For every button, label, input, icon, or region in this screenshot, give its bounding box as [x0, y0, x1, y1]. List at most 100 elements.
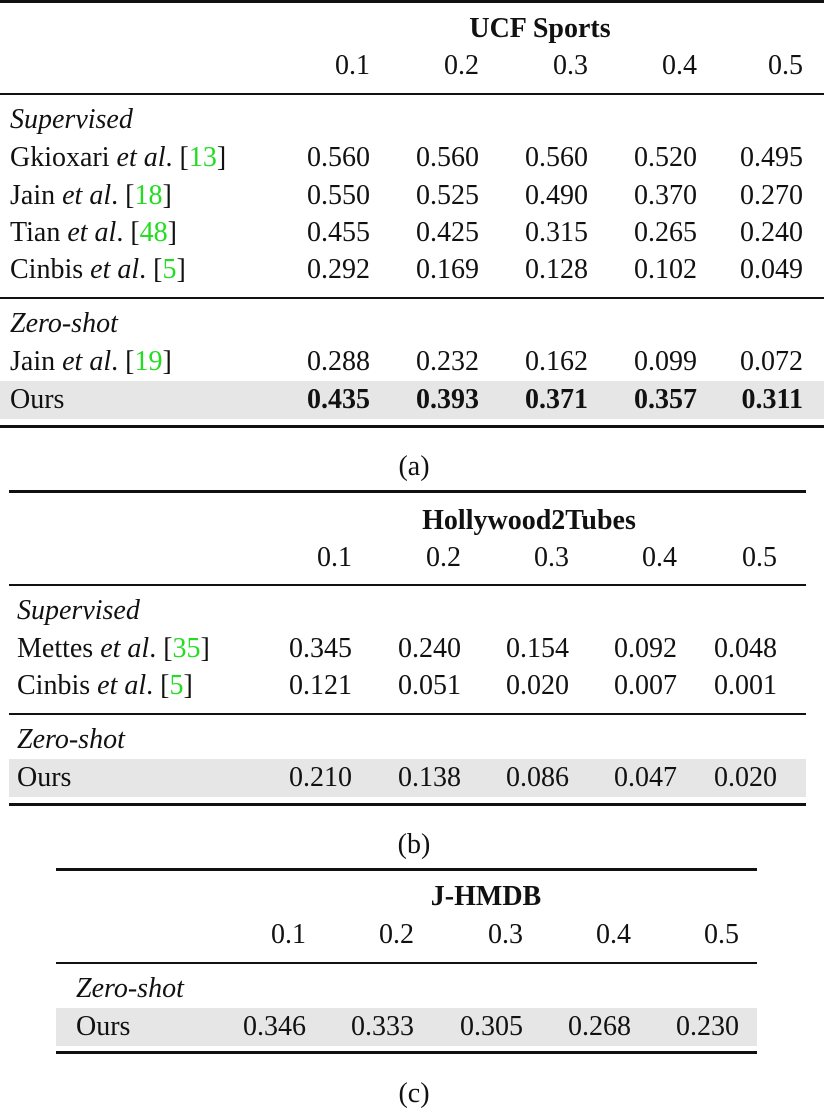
method-name: Cinbis et al. [5] [10, 254, 186, 285]
value-cell: 0.121 [289, 670, 352, 701]
section-label-row: Supervised [9, 592, 806, 630]
threshold-header: 0.5 [704, 919, 739, 950]
threshold-header: 0.1 [317, 542, 352, 573]
value-cell: 0.092 [614, 633, 677, 664]
value-cell-best: 0.371 [525, 384, 588, 415]
top-rule [56, 868, 757, 871]
value-cell: 0.490 [525, 180, 588, 211]
citation-link[interactable]: 13 [188, 142, 217, 173]
value-cell: 0.001 [714, 670, 777, 701]
section-rule [0, 297, 824, 299]
method-name: Jain et al. [19] [10, 346, 172, 377]
citation-link[interactable]: 5 [169, 670, 184, 701]
method-name: Cinbis et al. [5] [17, 670, 193, 701]
value-cell: 0.292 [307, 254, 370, 285]
table-row: Mettes et al. [35] 0.345 0.240 0.154 0.0… [9, 630, 806, 668]
table-ucf-sports: UCF Sports 0.1 0.2 0.3 0.4 0.5 Supervise… [0, 0, 824, 440]
table-row-ours-highlighted: Ours 0.210 0.138 0.086 0.047 0.020 [9, 759, 806, 797]
method-name: Jain et al. [18] [10, 180, 172, 211]
threshold-header: 0.3 [534, 542, 569, 573]
value-cell-best: 0.357 [634, 384, 697, 415]
threshold-header: 0.4 [596, 919, 631, 950]
value-cell: 0.560 [307, 142, 370, 173]
threshold-header: 0.5 [768, 50, 803, 81]
value-cell: 0.007 [614, 670, 677, 701]
value-cell: 0.086 [506, 762, 569, 793]
dataset-title: J-HMDB [430, 881, 542, 912]
value-cell: 0.550 [307, 180, 370, 211]
value-cell: 0.048 [714, 633, 777, 664]
value-cell: 0.138 [398, 762, 461, 793]
bottom-rule [9, 803, 806, 806]
table-j-hmdb: J-HMDB 0.1 0.2 0.3 0.4 0.5 Zero-shot Our… [56, 868, 757, 1058]
threshold-header: 0.2 [444, 50, 479, 81]
value-cell: 0.210 [289, 762, 352, 793]
value-cell: 0.333 [351, 1011, 414, 1042]
threshold-header: 0.4 [642, 542, 677, 573]
threshold-header: 0.5 [742, 542, 777, 573]
section-label: Zero-shot [17, 724, 125, 755]
citation-link[interactable]: 19 [134, 346, 163, 377]
table-row: Jain et al. [19] 0.288 0.232 0.162 0.099… [0, 343, 824, 381]
top-rule [9, 490, 806, 493]
method-name: Gkioxari et al. [13] [10, 142, 227, 173]
table-caption: (b) [397, 829, 431, 860]
value-cell: 0.345 [289, 633, 352, 664]
threshold-header: 0.1 [335, 50, 370, 81]
value-cell: 0.288 [307, 346, 370, 377]
value-cell: 0.346 [243, 1011, 306, 1042]
table-row: Tian et al. [48] 0.455 0.425 0.315 0.265… [0, 214, 824, 252]
method-name: Tian et al. [48] [10, 217, 177, 248]
value-cell: 0.047 [614, 762, 677, 793]
citation-link[interactable]: 5 [162, 254, 177, 285]
citation-link[interactable]: 35 [172, 633, 201, 664]
value-cell: 0.232 [416, 346, 479, 377]
section-label-row: Zero-shot [56, 970, 757, 1008]
value-cell: 0.265 [634, 217, 697, 248]
citation-link[interactable]: 18 [134, 180, 163, 211]
value-cell: 0.270 [740, 180, 803, 211]
value-cell: 0.102 [634, 254, 697, 285]
table-row-ours-highlighted: Ours 0.346 0.333 0.305 0.268 0.230 [56, 1008, 757, 1046]
dataset-title: UCF Sports [469, 13, 611, 44]
value-cell: 0.240 [740, 217, 803, 248]
threshold-header: 0.3 [553, 50, 588, 81]
table-row: Cinbis et al. [5] 0.292 0.169 0.128 0.10… [0, 251, 824, 289]
value-cell: 0.051 [398, 670, 461, 701]
section-label: Zero-shot [76, 973, 184, 1004]
value-cell: 0.154 [506, 633, 569, 664]
value-cell: 0.520 [634, 142, 697, 173]
table-row: Jain et al. [18] 0.550 0.525 0.490 0.370… [0, 177, 824, 215]
value-cell: 0.305 [460, 1011, 523, 1042]
method-name: Ours [17, 762, 72, 793]
section-label: Supervised [17, 595, 140, 626]
section-label: Zero-shot [10, 308, 118, 339]
section-label-row: Supervised [0, 101, 824, 139]
bottom-rule [0, 425, 824, 428]
header-rule [9, 584, 806, 586]
value-cell: 0.169 [416, 254, 479, 285]
value-cell: 0.240 [398, 633, 461, 664]
section-label-row: Zero-shot [0, 305, 824, 343]
value-cell: 0.230 [676, 1011, 739, 1042]
value-cell-best: 0.435 [307, 384, 370, 415]
value-cell: 0.370 [634, 180, 697, 211]
threshold-header: 0.2 [426, 542, 461, 573]
table-hollywood2tubes: Hollywood2Tubes 0.1 0.2 0.3 0.4 0.5 Supe… [9, 490, 806, 810]
section-label-row: Zero-shot [9, 721, 806, 759]
threshold-header: 0.4 [662, 50, 697, 81]
value-cell: 0.020 [714, 762, 777, 793]
threshold-header-row: 0.1 0.2 0.3 0.4 0.5 [0, 47, 824, 85]
value-cell: 0.560 [416, 142, 479, 173]
value-cell: 0.455 [307, 217, 370, 248]
threshold-header-row: 0.1 0.2 0.3 0.4 0.5 [56, 916, 757, 954]
value-cell: 0.049 [740, 254, 803, 285]
value-cell: 0.128 [525, 254, 588, 285]
value-cell: 0.099 [634, 346, 697, 377]
header-rule [0, 93, 824, 95]
bottom-rule [56, 1051, 757, 1054]
value-cell: 0.425 [416, 217, 479, 248]
citation-link[interactable]: 48 [139, 217, 168, 248]
section-rule [9, 713, 806, 715]
value-cell: 0.495 [740, 142, 803, 173]
